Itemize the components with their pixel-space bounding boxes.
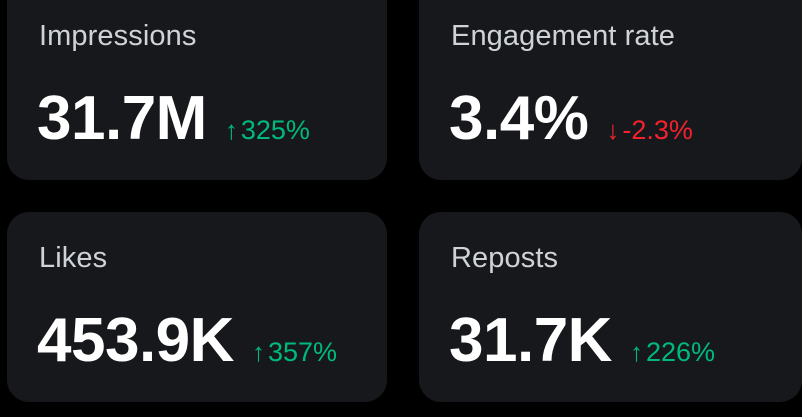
arrow-up-icon: ↑	[251, 337, 265, 367]
impressions-value: 31.7M	[37, 84, 207, 153]
likes-delta-value: 357%	[267, 337, 337, 367]
likes-value: 453.9K	[37, 306, 234, 375]
engagement-rate-value: 3.4%	[449, 84, 589, 153]
engagement-rate-label: Engagement rate	[451, 20, 675, 52]
likes-card[interactable]: Likes 453.9K ↑ 357%	[7, 212, 387, 402]
reposts-delta: ↑ 226%	[630, 339, 715, 366]
reposts-label: Reposts	[451, 242, 559, 274]
engagement-rate-card[interactable]: Engagement rate 3.4% ↓ -2.3%	[419, 0, 802, 180]
impressions-row: 31.7M ↑ 325%	[37, 88, 310, 150]
impressions-delta-value: 325%	[240, 115, 310, 145]
arrow-up-icon: ↑	[629, 337, 643, 367]
reposts-card[interactable]: Reposts 31.7K ↑ 226%	[419, 212, 802, 402]
engagement-rate-row: 3.4% ↓ -2.3%	[449, 88, 693, 150]
reposts-row: 31.7K ↑ 226%	[449, 310, 715, 372]
impressions-card[interactable]: Impressions 31.7M ↑ 325%	[7, 0, 387, 180]
reposts-delta-value: 226%	[645, 337, 716, 367]
reposts-value: 31.7K	[449, 306, 612, 375]
likes-row: 453.9K ↑ 357%	[37, 310, 337, 372]
engagement-rate-delta-value: -2.3%	[622, 115, 693, 145]
arrow-up-icon: ↑	[224, 115, 238, 145]
impressions-delta: ↑ 325%	[225, 117, 310, 144]
likes-label: Likes	[39, 242, 108, 274]
impressions-label: Impressions	[39, 20, 197, 52]
likes-delta: ↑ 357%	[252, 339, 337, 366]
engagement-rate-delta: ↓ -2.3%	[606, 117, 693, 144]
arrow-down-icon: ↓	[606, 115, 620, 145]
